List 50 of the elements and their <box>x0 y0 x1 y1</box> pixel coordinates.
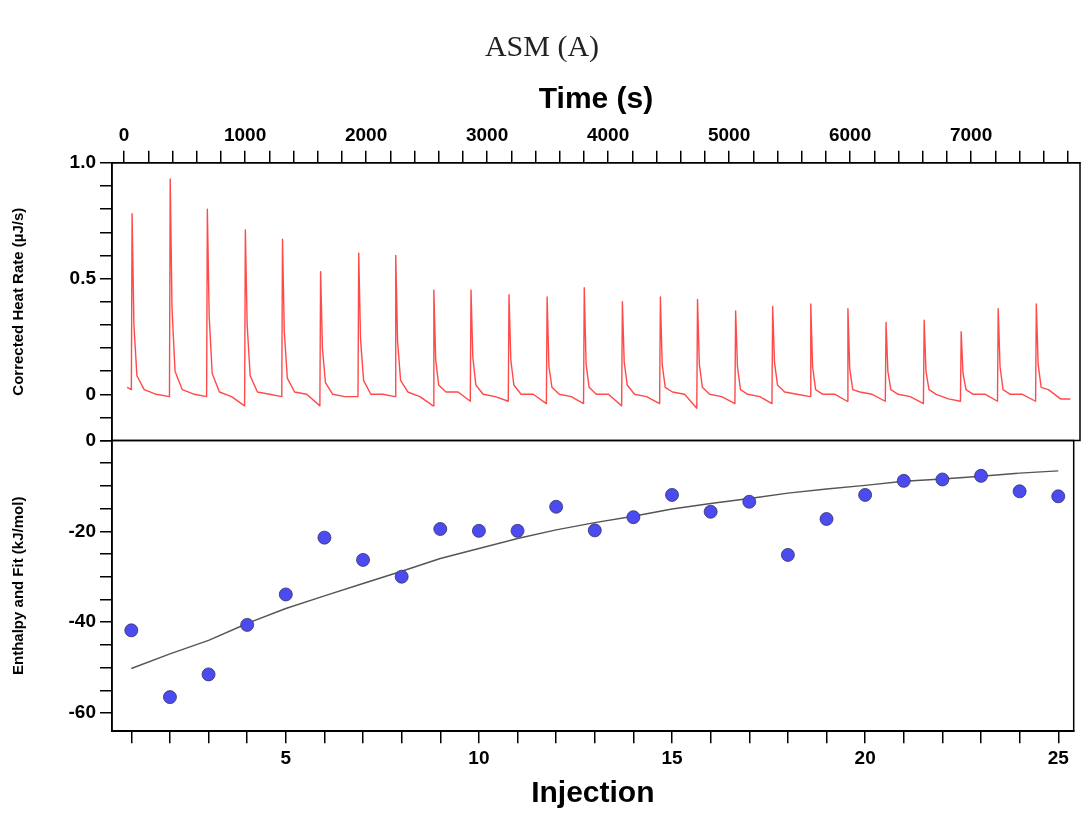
y-tick-label: -20 <box>68 519 96 541</box>
point <box>163 690 177 705</box>
point <box>1012 484 1027 499</box>
point <box>896 473 911 488</box>
point <box>974 468 988 483</box>
y-tick-label: 1.0 <box>69 151 96 173</box>
x-tick-label: 5 <box>280 746 292 768</box>
x-tick-label: 6000 <box>828 123 872 145</box>
point <box>587 523 602 538</box>
point <box>935 472 950 487</box>
point <box>240 617 255 632</box>
point <box>665 488 679 502</box>
point <box>317 530 332 545</box>
point <box>394 569 409 584</box>
x-tick-label: 5000 <box>707 123 751 145</box>
x-tick-label: 10 <box>468 746 490 768</box>
point <box>472 523 486 538</box>
point <box>433 522 448 536</box>
point <box>356 553 370 567</box>
y-tick-label: -60 <box>68 701 96 723</box>
point <box>1051 489 1066 504</box>
x-tick-label: 2000 <box>344 123 388 145</box>
point <box>703 504 718 519</box>
x-axis-title: Time (s) <box>538 81 654 115</box>
x-tick-label: 15 <box>661 746 684 768</box>
x-tick-label: 20 <box>854 746 876 768</box>
x-axis-title: Injection <box>531 775 655 809</box>
x-tick-label: 7000 <box>949 123 993 145</box>
point <box>549 499 564 514</box>
point <box>201 667 216 682</box>
point <box>742 494 757 509</box>
chart-title: ASM (A) <box>484 28 600 63</box>
point <box>510 523 525 538</box>
y-tick-label: 0 <box>85 428 96 450</box>
x-tick-label: 0 <box>118 123 130 145</box>
y-axis-title: Corrected Heat Rate (µJ/s) <box>9 207 27 396</box>
y-axis-title: Enthalpy and Fit (kJ/mol) <box>9 496 27 675</box>
x-tick-label: 1000 <box>223 123 267 145</box>
y-tick-label: 0 <box>85 382 96 404</box>
x-tick-label: 3000 <box>465 123 509 145</box>
point <box>124 623 139 638</box>
point <box>278 587 293 602</box>
x-tick-label: 25 <box>1047 746 1070 768</box>
point <box>858 488 873 502</box>
y-tick-label: 0.5 <box>69 266 97 288</box>
point <box>626 510 641 525</box>
point <box>780 548 795 562</box>
y-tick-label: -40 <box>68 610 96 632</box>
point <box>819 512 834 526</box>
x-tick-label: 4000 <box>586 123 630 145</box>
